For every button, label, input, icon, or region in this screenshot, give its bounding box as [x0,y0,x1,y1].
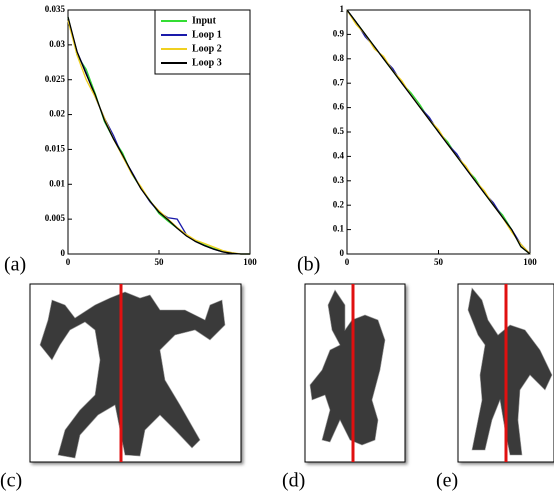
panel-label: (e) [436,470,458,492]
y-tick-label: 0 [340,248,345,258]
y-tick-label: 0.03 [49,39,65,49]
y-tick-label: 0.7 [333,77,345,87]
y-tick-label: 1 [340,4,345,14]
panel-label: (a) [4,254,26,276]
y-tick-label: 0.5 [333,126,345,136]
legend-label: Loop 1 [192,29,222,40]
x-tick-label: 0 [66,257,71,267]
y-tick-label: 0.01 [49,178,65,188]
data-line [346,9,531,255]
panel-label: (c) [0,470,22,492]
y-tick-label: 0.6 [333,102,345,112]
panel-label: (d) [282,470,305,492]
x-tick-label: 0 [345,257,350,267]
panel-label: (b) [297,254,320,276]
y-tick-label: 0.015 [45,143,66,153]
y-tick-label: 0 [61,248,66,258]
legend-label: Input [192,15,217,26]
x-tick-label: 50 [155,257,165,267]
mesh-image [29,283,242,463]
mesh-image [304,283,406,463]
x-tick-label: 100 [523,257,537,267]
y-tick-label: 0.025 [45,74,66,84]
legend-label: Loop 3 [192,57,222,68]
y-tick-label: 0.4 [333,150,345,160]
data-line [67,16,250,255]
y-tick-label: 0.02 [49,109,65,119]
mesh-image [457,283,554,463]
y-tick-label: 0.8 [333,53,345,63]
y-tick-label: 0.005 [45,213,66,223]
y-tick-label: 0.9 [333,28,345,38]
y-tick-label: 0.1 [333,224,345,234]
x-tick-label: 50 [434,257,444,267]
y-tick-label: 0.035 [45,4,66,14]
y-tick-label: 0.3 [333,175,345,185]
y-tick-label: 0.2 [333,199,345,209]
x-tick-label: 100 [243,257,257,267]
legend-label: Loop 2 [192,43,222,54]
